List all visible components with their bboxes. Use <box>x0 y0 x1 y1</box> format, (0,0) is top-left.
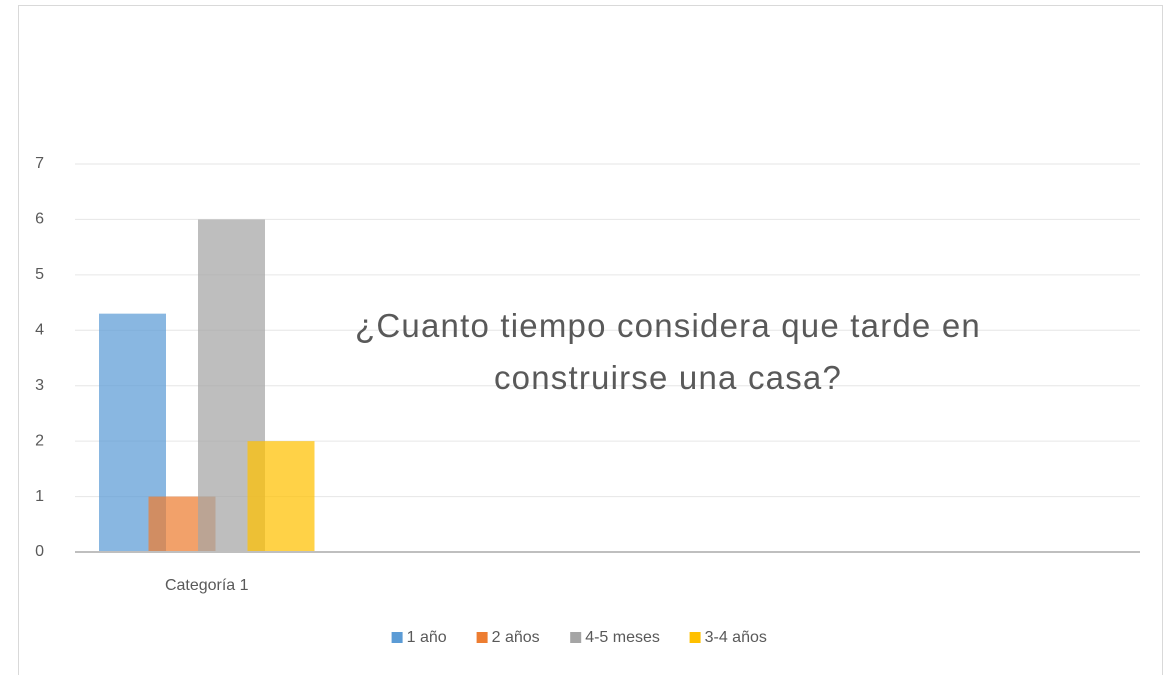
legend-swatch <box>476 632 488 643</box>
legend-label: 1 año <box>407 629 447 646</box>
y-tick-label: 4 <box>35 322 44 339</box>
bar <box>247 441 315 552</box>
chart-border <box>18 5 1163 675</box>
y-tick-label: 6 <box>35 211 44 228</box>
legend-swatch <box>570 632 582 643</box>
y-tick-label: 5 <box>35 266 44 283</box>
x-tick-label: Categoría 1 <box>165 577 249 594</box>
y-tick-label: 3 <box>35 377 44 394</box>
chart-title: ¿Cuanto tiempo considera que tarde en co… <box>355 307 981 396</box>
y-tick-label: 2 <box>35 432 44 449</box>
legend-label: 3-4 años <box>705 629 767 646</box>
legend-swatch <box>391 632 403 643</box>
legend-label: 2 años <box>492 629 540 646</box>
legend-label: 4-5 meses <box>585 629 660 646</box>
y-tick-label: 0 <box>35 543 44 560</box>
legend-swatch <box>689 632 701 643</box>
y-tick-label: 1 <box>35 488 44 505</box>
y-tick-label: 7 <box>35 155 44 172</box>
